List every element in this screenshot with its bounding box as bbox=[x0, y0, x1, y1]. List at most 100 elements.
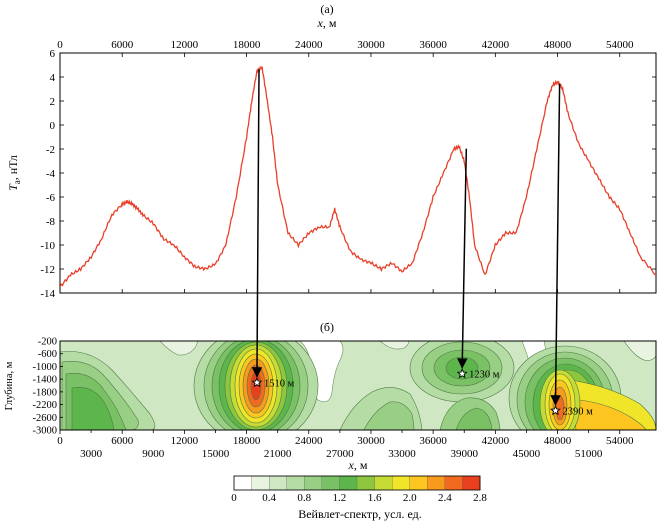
a-xtick-label-2: 12000 bbox=[171, 39, 199, 51]
contour-white-4 bbox=[379, 341, 409, 350]
arrow-0 bbox=[251, 69, 263, 378]
b-xtick-bottom-label-0: 3000 bbox=[80, 448, 103, 460]
a-xtick-label-8: 48000 bbox=[544, 39, 572, 51]
colorbar-tick-0: 0 bbox=[231, 492, 237, 504]
colorbar-cell-2 bbox=[268, 475, 288, 491]
panel-a: (а) x, м 0 6000 12000 18000 24000 30000 36000 4… bbox=[6, 2, 657, 300]
peak-to-source-arrows bbox=[251, 69, 561, 406]
a-ytick-label-9: -12 bbox=[40, 264, 55, 276]
colorbar: 0 0.4 0.8 1.2 1.6 2.0 2.4 2.8 Вейвлет-спектр, у… bbox=[231, 475, 487, 521]
colorbar-cell-8 bbox=[374, 475, 393, 491]
a-xtick-label-4: 24000 bbox=[295, 39, 323, 51]
arrow-2 bbox=[550, 83, 561, 406]
b-xtick-top-label-6: 36000 bbox=[419, 435, 447, 447]
b-ytick-label-3: -1400 bbox=[33, 375, 58, 386]
b-ytick-label-2: -1000 bbox=[33, 362, 58, 373]
colorbar-tick-4: 1.6 bbox=[368, 492, 382, 504]
b-xtick-bottom-label-8: 51000 bbox=[575, 448, 603, 460]
panel-a-yaxis-sub: a bbox=[12, 180, 22, 184]
colorbar-cell-10 bbox=[409, 475, 428, 491]
panel-a-yaxis-var: T bbox=[6, 183, 20, 191]
b-xtick-top-label-9: 54000 bbox=[606, 435, 634, 447]
contour-white-2 bbox=[159, 341, 199, 356]
source-star-2 bbox=[550, 404, 561, 416]
b-xtick-top-label-7: 42000 bbox=[482, 435, 510, 447]
colorbar-ticks: 0 0.4 0.8 1.2 1.6 2.0 2.4 2.8 bbox=[231, 492, 487, 504]
panel-b-xaxis-title: x, м bbox=[348, 458, 368, 472]
a-ytick-label-6: -6 bbox=[46, 192, 56, 204]
colorbar-label: Вейвлет-спектр, усл. ед. bbox=[298, 507, 422, 521]
source-star-0 bbox=[251, 376, 263, 388]
a-ytick-label-2: 2 bbox=[50, 96, 56, 108]
panel-a-yaxis-title: Ta, нТл bbox=[6, 155, 22, 191]
b-ytick-label-1: -600 bbox=[38, 349, 57, 360]
b-ytick-label-0: -200 bbox=[38, 337, 57, 348]
a-xtick-label-7: 42000 bbox=[482, 39, 510, 51]
contour-green-mid-2 bbox=[363, 401, 415, 430]
colorbar-cell-5 bbox=[321, 475, 340, 491]
source-depth-label-0: 1510 м bbox=[264, 379, 295, 390]
panel-b-xticks-bottom: 3000 9000 15000 21000 27000 33000 39000 45000 51… bbox=[80, 430, 603, 460]
wavelet-heatmap bbox=[60, 341, 656, 430]
panel-b: (б) bbox=[4, 320, 657, 472]
a-ytick-label-8: -10 bbox=[40, 240, 55, 252]
contour-green-left-4 bbox=[71, 387, 115, 430]
source-star-1 bbox=[456, 368, 468, 379]
colorbar-cell-1 bbox=[251, 475, 270, 491]
panel-b-yaxis-title: Глубина, м bbox=[4, 361, 15, 410]
colorbar-cell-4 bbox=[304, 475, 323, 491]
b-xtick-bottom-label-2: 15000 bbox=[202, 448, 230, 460]
colorbar-cell-0 bbox=[233, 475, 253, 491]
panel-b-xaxis-unit: , м bbox=[354, 458, 368, 472]
panel-a-xticks: 0 6000 12000 18000 24000 30000 36000 42000 48000… bbox=[57, 39, 634, 293]
b-xtick-bottom-label-3: 21000 bbox=[264, 448, 292, 460]
colorbar-tick-6: 2.4 bbox=[438, 492, 452, 504]
panel-a-xaxis-title: x, м bbox=[317, 16, 337, 30]
colorbar-cell-6 bbox=[339, 475, 358, 491]
colorbar-cell-7 bbox=[356, 475, 376, 491]
a-xtick-label-0: 0 bbox=[57, 39, 63, 51]
colorbar-cell-3 bbox=[286, 475, 305, 491]
a-ytick-label-0: 6 bbox=[50, 48, 56, 60]
contour-green-mid-4 bbox=[455, 407, 493, 430]
contour-green-right bbox=[623, 341, 656, 361]
series-line-ta bbox=[60, 65, 656, 288]
a-xtick-label-5: 30000 bbox=[357, 39, 385, 51]
source-markers: 1510 м 1230 м 2390 м bbox=[251, 368, 593, 418]
panel-b-frame bbox=[59, 340, 657, 431]
b-xtick-top-label-4: 24000 bbox=[295, 435, 323, 447]
b-xtick-top-label-2: 12000 bbox=[171, 435, 199, 447]
a-ytick-label-5: -4 bbox=[46, 168, 56, 180]
a-xtick-label-9: 54000 bbox=[606, 39, 634, 51]
b-xtick-bottom-label-6: 39000 bbox=[450, 448, 478, 460]
b-xtick-bottom-label-5: 33000 bbox=[388, 448, 416, 460]
panel-a-yticks: 6 4 2 0 -2 -4 -6 -8 -10 -12 -14 bbox=[40, 48, 656, 300]
a-xtick-label-6: 36000 bbox=[419, 39, 447, 51]
colorbar-tick-1: 0.4 bbox=[262, 492, 276, 504]
panel-b-yticks: -200-600 -1000 -1400-1800 -2200 -2600 -3000 bbox=[33, 337, 63, 437]
b-ytick-label-4: -1800 bbox=[33, 387, 58, 398]
colorbar-cell-11 bbox=[427, 475, 446, 491]
a-ytick-label-3: 0 bbox=[50, 120, 56, 132]
b-xtick-top-label-3: 18000 bbox=[233, 435, 261, 447]
b-xtick-bottom-label-4: 27000 bbox=[326, 448, 354, 460]
b-xtick-bottom-label-7: 45000 bbox=[513, 448, 541, 460]
arrow-1 bbox=[457, 148, 468, 369]
colorbar-tick-5: 2.0 bbox=[403, 492, 417, 504]
a-ytick-label-4: -2 bbox=[46, 144, 55, 156]
panel-a-xaxis-unit: , м bbox=[323, 16, 337, 30]
panel-b-xticks-top: 0 6000 12000 18000 24000 30000 36000 42000 48000… bbox=[57, 430, 634, 447]
colorbar-tick-3: 1.2 bbox=[333, 492, 347, 504]
panel-a-frame bbox=[59, 52, 657, 294]
a-xtick-label-3: 18000 bbox=[233, 39, 261, 51]
source-depth-label-2: 2390 м bbox=[562, 407, 593, 418]
colorbar-tick-2: 0.8 bbox=[297, 492, 311, 504]
a-ytick-label-10: -14 bbox=[40, 288, 55, 300]
b-xtick-top-label-1: 6000 bbox=[111, 435, 134, 447]
source-depth-label-1: 1230 м bbox=[469, 370, 500, 381]
colorbar-cell-13 bbox=[462, 475, 481, 491]
b-ytick-label-5: -2200 bbox=[33, 400, 58, 411]
a-ytick-label-1: 4 bbox=[50, 72, 56, 84]
b-xtick-top-label-8: 48000 bbox=[544, 435, 572, 447]
